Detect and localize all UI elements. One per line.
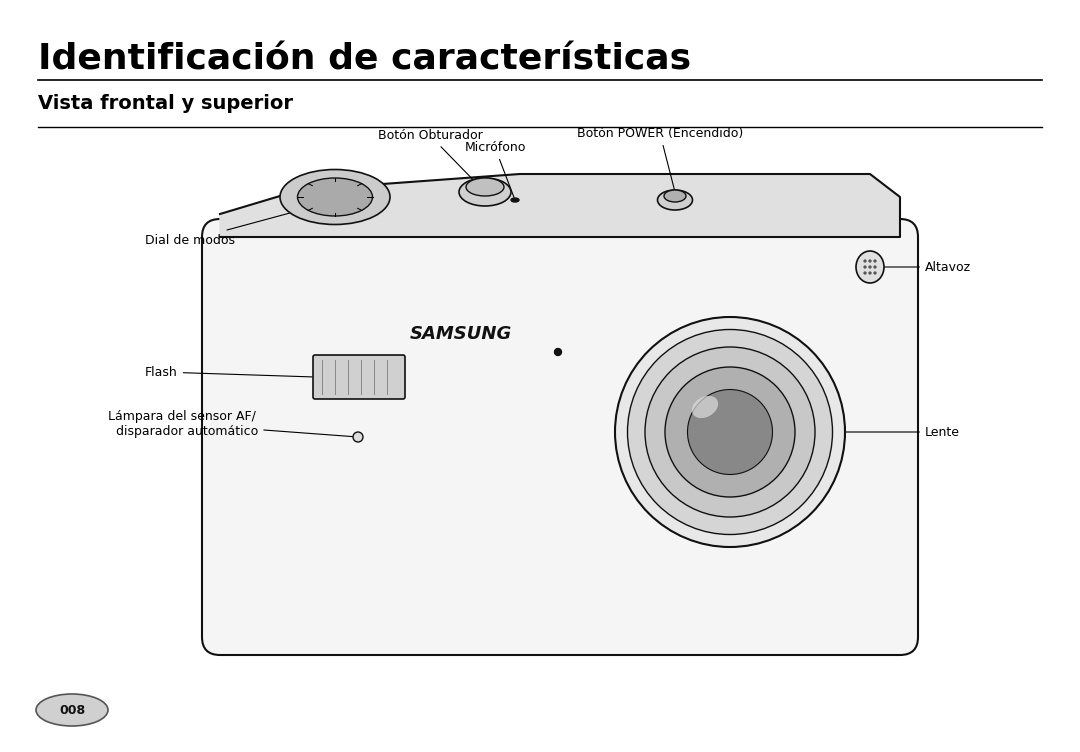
Polygon shape — [220, 174, 900, 237]
Ellipse shape — [868, 259, 872, 262]
Ellipse shape — [627, 329, 833, 535]
Text: Flash: Flash — [145, 365, 312, 378]
Text: 008: 008 — [59, 704, 85, 717]
Text: Vista frontal y superior: Vista frontal y superior — [38, 94, 293, 113]
Ellipse shape — [864, 265, 866, 268]
Ellipse shape — [868, 271, 872, 274]
Ellipse shape — [353, 432, 363, 442]
Text: Altavoz: Altavoz — [861, 260, 971, 274]
Text: Identificación de características: Identificación de características — [38, 42, 691, 76]
FancyBboxPatch shape — [202, 219, 918, 655]
Ellipse shape — [864, 259, 866, 262]
Ellipse shape — [692, 396, 718, 418]
Ellipse shape — [297, 178, 373, 216]
Ellipse shape — [280, 169, 390, 225]
Ellipse shape — [868, 265, 872, 268]
Ellipse shape — [665, 367, 795, 497]
FancyBboxPatch shape — [313, 355, 405, 399]
Ellipse shape — [615, 317, 845, 547]
Text: Botón POWER (Encendido): Botón POWER (Encendido) — [577, 127, 743, 190]
Ellipse shape — [664, 190, 686, 202]
Text: Micrófono: Micrófono — [464, 141, 526, 198]
Ellipse shape — [874, 265, 876, 268]
Ellipse shape — [36, 694, 108, 726]
Ellipse shape — [864, 271, 866, 274]
Text: Lente: Lente — [845, 426, 960, 438]
Ellipse shape — [658, 190, 692, 210]
Text: Botón Obturador: Botón Obturador — [378, 129, 483, 190]
Ellipse shape — [645, 347, 815, 517]
Ellipse shape — [874, 271, 876, 274]
Text: Lámpara del sensor AF/
  disparador automático: Lámpara del sensor AF/ disparador automá… — [108, 410, 355, 438]
Ellipse shape — [465, 178, 504, 196]
Ellipse shape — [511, 198, 519, 202]
Ellipse shape — [874, 259, 876, 262]
Text: SAMSUNG: SAMSUNG — [410, 325, 512, 343]
Ellipse shape — [554, 348, 562, 356]
Text: Dial de modos: Dial de modos — [145, 201, 335, 247]
Ellipse shape — [856, 251, 885, 283]
Ellipse shape — [688, 390, 772, 475]
Ellipse shape — [459, 178, 511, 206]
